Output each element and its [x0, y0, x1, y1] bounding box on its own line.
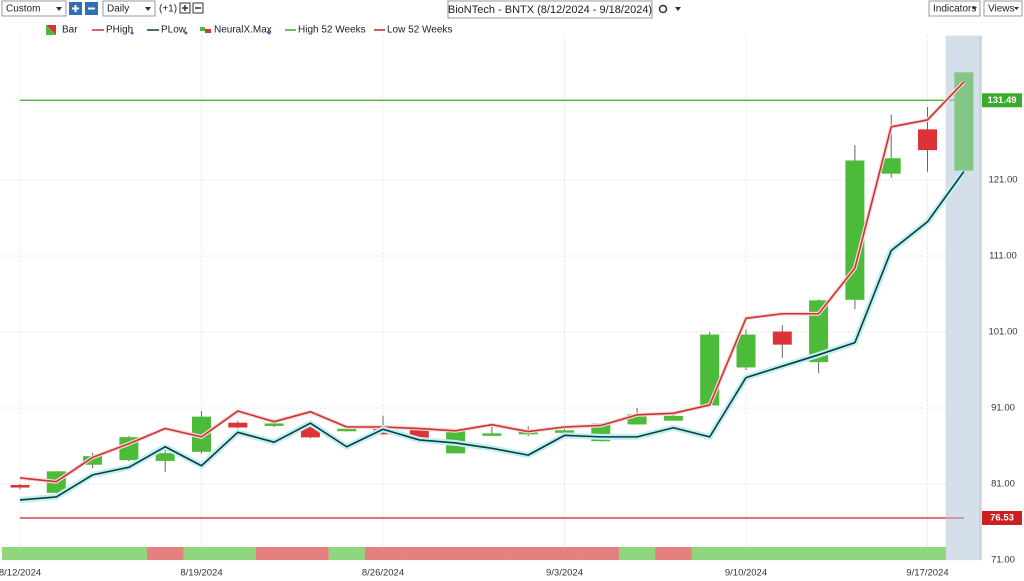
- candle-body: [663, 415, 683, 421]
- signal-cell: [74, 547, 112, 560]
- views-label: Views: [988, 4, 1015, 15]
- legend-label: Low 52 Weeks: [387, 25, 452, 36]
- plus-icon: [72, 5, 79, 12]
- chart-title: BioNTech - BNTX (8/12/2024 - 9/18/2024): [448, 4, 652, 16]
- signal-cell: [727, 547, 765, 560]
- x-tick-label: 8/26/2024: [362, 568, 404, 579]
- legend-icon: [46, 25, 56, 35]
- legend-label: PLow: [161, 25, 187, 36]
- signal-cell: [1, 547, 39, 560]
- signal-cell: [110, 547, 148, 560]
- plot: [0, 35, 982, 561]
- y-tick-label: 121.00: [988, 175, 1017, 186]
- indicators-button[interactable]: [928, 0, 981, 17]
- x-tick-label: 9/3/2024: [546, 568, 583, 579]
- legend-label: NeuralX.Max: [214, 25, 272, 36]
- interval-label: Daily: [107, 4, 129, 15]
- signal-cell: [364, 547, 402, 560]
- candle-body: [772, 331, 792, 345]
- signal-cell: [437, 547, 475, 560]
- signal-cell: [836, 547, 874, 560]
- legend-icon: [200, 27, 205, 31]
- reference-tag: [982, 93, 1022, 108]
- legend-dot: [184, 31, 188, 35]
- legend: Bar PHigh PLow NeuralX.Max High 52 Weeks…: [46, 25, 452, 36]
- signal-cell: [873, 547, 910, 560]
- reference-label: 131.49: [987, 95, 1016, 106]
- candle-body: [736, 334, 756, 368]
- candle-body: [881, 158, 901, 174]
- signal-cell: [38, 547, 75, 560]
- y-tick-label: 91.00: [991, 403, 1015, 414]
- legend-label: PHigh: [106, 25, 133, 36]
- candle-body: [264, 423, 284, 426]
- line: [19, 171, 965, 501]
- signal-cell: [147, 547, 184, 560]
- line: [19, 81, 965, 483]
- signal-cell: [582, 547, 620, 560]
- indicators-label: Indicators: [933, 4, 976, 15]
- candle-body: [337, 428, 357, 432]
- signal-cell: [292, 547, 329, 560]
- legend-label: Bar: [62, 25, 78, 36]
- y-tick-label: 101.00: [988, 327, 1017, 338]
- range-select[interactable]: [1, 0, 67, 17]
- signal-cell: [183, 547, 220, 560]
- offset-label: (+1): [159, 4, 177, 15]
- symbol-menu[interactable]: [675, 7, 681, 11]
- signal-cell: [510, 547, 547, 560]
- x-tick-label: 9/17/2024: [906, 568, 948, 579]
- candle-body: [555, 430, 574, 433]
- candle-body: [10, 485, 30, 488]
- legend-label: High 52 Weeks: [298, 25, 366, 36]
- y-tick-label: 71.00: [991, 555, 1015, 566]
- plus-icon: [182, 5, 188, 11]
- dropdown-arrow: [145, 7, 151, 11]
- range-label: Custom: [6, 4, 40, 15]
- signal-cell: [655, 547, 692, 560]
- current-bar-tint: [945, 35, 982, 561]
- signal-cell: [255, 547, 293, 560]
- dropdown-arrow: [972, 7, 977, 10]
- candle-body: [155, 453, 175, 461]
- line-glow: [19, 80, 966, 484]
- legend-icon: [205, 29, 211, 33]
- reference-tag: [982, 510, 1022, 525]
- candle-body: [954, 72, 974, 171]
- dropdown-arrow: [56, 7, 62, 11]
- x-tick-label: 9/10/2024: [725, 568, 767, 579]
- signal-cell: [328, 547, 366, 560]
- search-icon[interactable]: [658, 4, 668, 14]
- signal-cell: [546, 547, 583, 560]
- signal-cell: [691, 547, 729, 560]
- candle-body: [918, 129, 937, 151]
- signal-cell: [219, 547, 257, 560]
- signal-cell: [800, 547, 838, 560]
- signal-cell: [764, 547, 801, 560]
- y-tick-label: 111.00: [989, 251, 1017, 262]
- legend-dot: [130, 31, 134, 35]
- dropdown-arrow: [1014, 7, 1019, 10]
- legend-dot: [267, 31, 271, 35]
- x-tick-label: 8/19/2024: [180, 568, 222, 579]
- views-button[interactable]: [983, 0, 1023, 17]
- signal-cell: [401, 547, 438, 560]
- signal-cell: [473, 547, 511, 560]
- symbol-box[interactable]: [447, 0, 653, 19]
- candle-body: [482, 433, 502, 436]
- x-tick-label: 8/12/2024: [0, 568, 41, 579]
- candle-body: [809, 300, 829, 363]
- y-tick-label: 81.00: [991, 479, 1015, 490]
- candle-body: [228, 422, 248, 428]
- signal-cell: [909, 547, 946, 560]
- reference-label: 76.53: [990, 512, 1014, 523]
- interval-select[interactable]: [102, 0, 156, 17]
- signal-cell: [618, 547, 656, 560]
- toolbar: Custom Daily (+1) BioNTech - BNTX (8/12/…: [1, 0, 1023, 19]
